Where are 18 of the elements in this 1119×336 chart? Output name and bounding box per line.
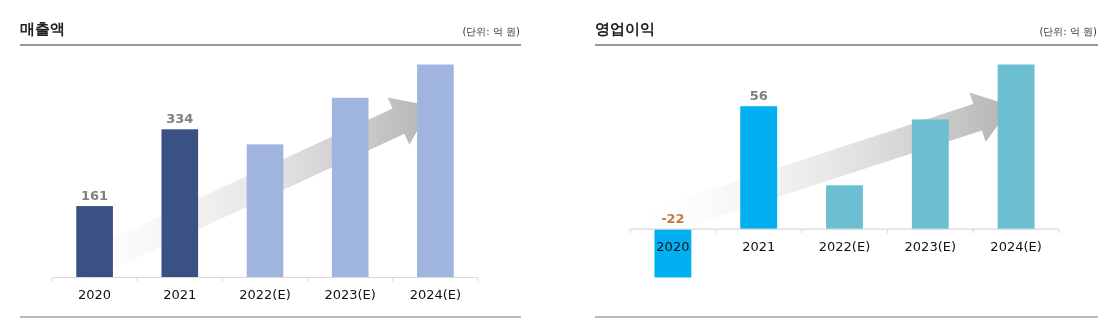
data-label: 334 — [166, 111, 194, 127]
x-tick-label: 2023(E) — [324, 287, 376, 303]
x-tick-label: 2022(E) — [818, 239, 871, 255]
x-tick-label: 2020 — [656, 239, 690, 255]
data-label: -22 — [661, 211, 685, 227]
data-label: 56 — [749, 88, 768, 104]
x-tick-label: 2024(E) — [409, 287, 462, 303]
x-tick-label: 2022(E) — [239, 287, 291, 303]
chart-subtitle: (단위: 억 원) — [1039, 26, 1098, 37]
x-tick-label: 2020 — [78, 287, 112, 303]
x-tick-label: 2024(E) — [990, 239, 1042, 255]
chart-title: 영업이익 — [595, 20, 655, 38]
chart-title: 매출액 — [20, 20, 65, 38]
x-tick-label: 2021 — [742, 239, 776, 255]
chart-subtitle: (단위: 억 원) — [462, 26, 521, 37]
x-tick-label: 2023(E) — [904, 239, 957, 255]
x-tick-label: 2021 — [163, 287, 197, 303]
data-label: 161 — [81, 188, 109, 204]
